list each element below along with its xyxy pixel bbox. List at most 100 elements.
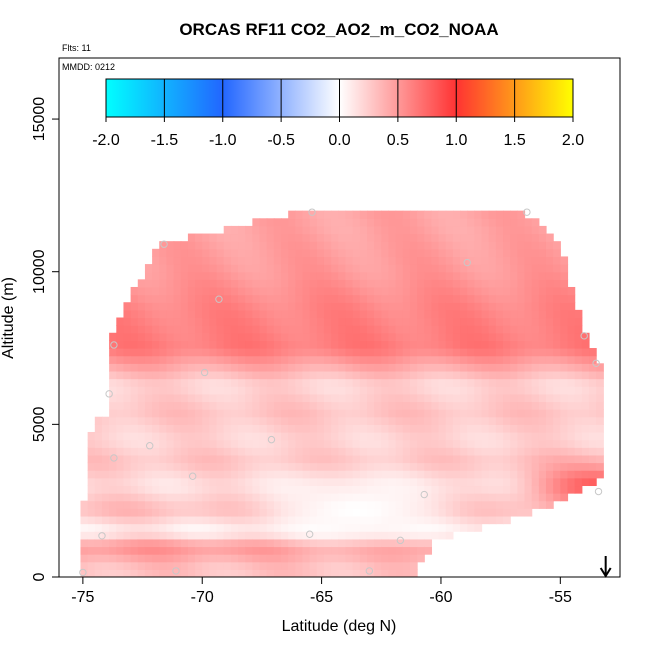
heatmap-cell	[195, 431, 203, 441]
heatmap-cell	[495, 386, 504, 395]
heatmap-cell	[438, 401, 447, 410]
heatmap-cell	[338, 264, 347, 273]
heatmap-cell	[381, 348, 390, 357]
heatmap-cell	[273, 286, 282, 296]
heatmap-cell	[273, 531, 282, 540]
heatmap-cell	[345, 393, 354, 403]
heatmap-cell	[438, 393, 447, 403]
heatmap-cell	[567, 317, 576, 326]
heatmap-cell	[238, 340, 246, 349]
heatmap-cell	[424, 256, 433, 265]
heatmap-cell	[187, 370, 196, 380]
heatmap-cell	[531, 355, 540, 364]
heatmap-cell	[409, 493, 418, 502]
heatmap-cell	[302, 424, 311, 433]
heatmap-cell	[252, 493, 261, 502]
heatmap-cell	[187, 546, 196, 555]
heatmap-cell	[266, 485, 275, 494]
heatmap-cell	[574, 470, 583, 479]
heatmap-cell	[223, 294, 232, 303]
heatmap-cell	[316, 523, 325, 532]
heatmap-cell	[366, 378, 375, 387]
heatmap-cell	[503, 302, 511, 311]
heatmap-cell	[323, 470, 332, 479]
heatmap-cell	[395, 493, 404, 502]
heatmap-cell	[531, 340, 540, 349]
heatmap-cell	[588, 439, 597, 448]
heatmap-cell	[116, 317, 125, 326]
heatmap-cell	[359, 561, 368, 570]
heatmap-cell	[180, 248, 189, 258]
colorbar-tick-label: 2.0	[562, 132, 584, 149]
heatmap-cell	[216, 447, 225, 456]
heatmap-cell	[560, 340, 569, 349]
heatmap-cell	[259, 424, 268, 433]
heatmap-cell	[316, 309, 325, 319]
heatmap-cell	[474, 302, 483, 311]
heatmap-cell	[116, 500, 125, 509]
heatmap-cell	[238, 302, 246, 311]
heatmap-cell	[109, 493, 117, 502]
heatmap-cell	[345, 485, 354, 494]
heatmap-cell	[266, 378, 275, 387]
heatmap-cell	[553, 370, 561, 380]
heatmap-cell	[266, 462, 275, 471]
heatmap-cell	[517, 233, 526, 242]
heatmap-cell	[460, 355, 468, 364]
sample-point	[523, 208, 531, 216]
heatmap-cell	[323, 210, 332, 219]
heatmap-cell	[273, 332, 282, 341]
heatmap-cell	[302, 225, 311, 235]
heatmap-cell	[331, 401, 339, 410]
heatmap-cell	[402, 462, 411, 471]
heatmap-cell	[381, 210, 390, 219]
heatmap-cell	[202, 271, 210, 280]
heatmap-cell	[187, 416, 196, 425]
heatmap-cell	[431, 256, 440, 265]
heatmap-cell	[180, 264, 189, 273]
heatmap-cell	[180, 500, 189, 509]
heatmap-cell	[130, 439, 139, 448]
heatmap-cell	[223, 378, 232, 387]
heatmap-cell	[238, 233, 246, 242]
heatmap-cell	[488, 409, 497, 418]
heatmap-cell	[195, 340, 203, 349]
heatmap-cell	[438, 256, 447, 265]
heatmap-cell	[452, 271, 461, 280]
heatmap-cell	[381, 340, 390, 349]
heatmap-cell	[302, 546, 311, 555]
heatmap-cell	[452, 508, 461, 517]
heatmap-cell	[230, 340, 239, 349]
heatmap-cell	[481, 279, 490, 288]
heatmap-cell	[144, 523, 153, 532]
heatmap-cell	[144, 386, 153, 395]
heatmap-cell	[474, 355, 483, 364]
heatmap-cell	[545, 447, 554, 456]
heatmap-cell	[374, 355, 382, 364]
heatmap-cell	[560, 325, 569, 334]
heatmap-cell	[152, 447, 160, 456]
heatmap-cell	[195, 363, 203, 372]
heatmap-cell	[216, 271, 225, 280]
heatmap-cell	[144, 309, 153, 319]
heatmap-cell	[209, 485, 218, 494]
heatmap-cell	[474, 454, 483, 464]
heatmap-cell	[230, 493, 239, 502]
heatmap-cell	[159, 493, 168, 502]
heatmap-cell	[281, 325, 289, 334]
heatmap-cell	[281, 431, 289, 441]
heatmap-cell	[395, 386, 404, 395]
heatmap-cell	[467, 218, 475, 227]
heatmap-cell	[273, 431, 282, 441]
heatmap-cell	[338, 294, 347, 303]
heatmap-cell	[180, 431, 189, 441]
heatmap-cell	[538, 409, 547, 418]
heatmap-cell	[159, 409, 168, 418]
heatmap-cell	[424, 225, 433, 235]
heatmap-cell	[295, 538, 304, 548]
heatmap-cell	[409, 500, 418, 509]
heatmap-cell	[309, 241, 318, 250]
heatmap-cell	[431, 294, 440, 303]
heatmap-cell	[202, 317, 210, 326]
heatmap-cell	[137, 340, 146, 349]
